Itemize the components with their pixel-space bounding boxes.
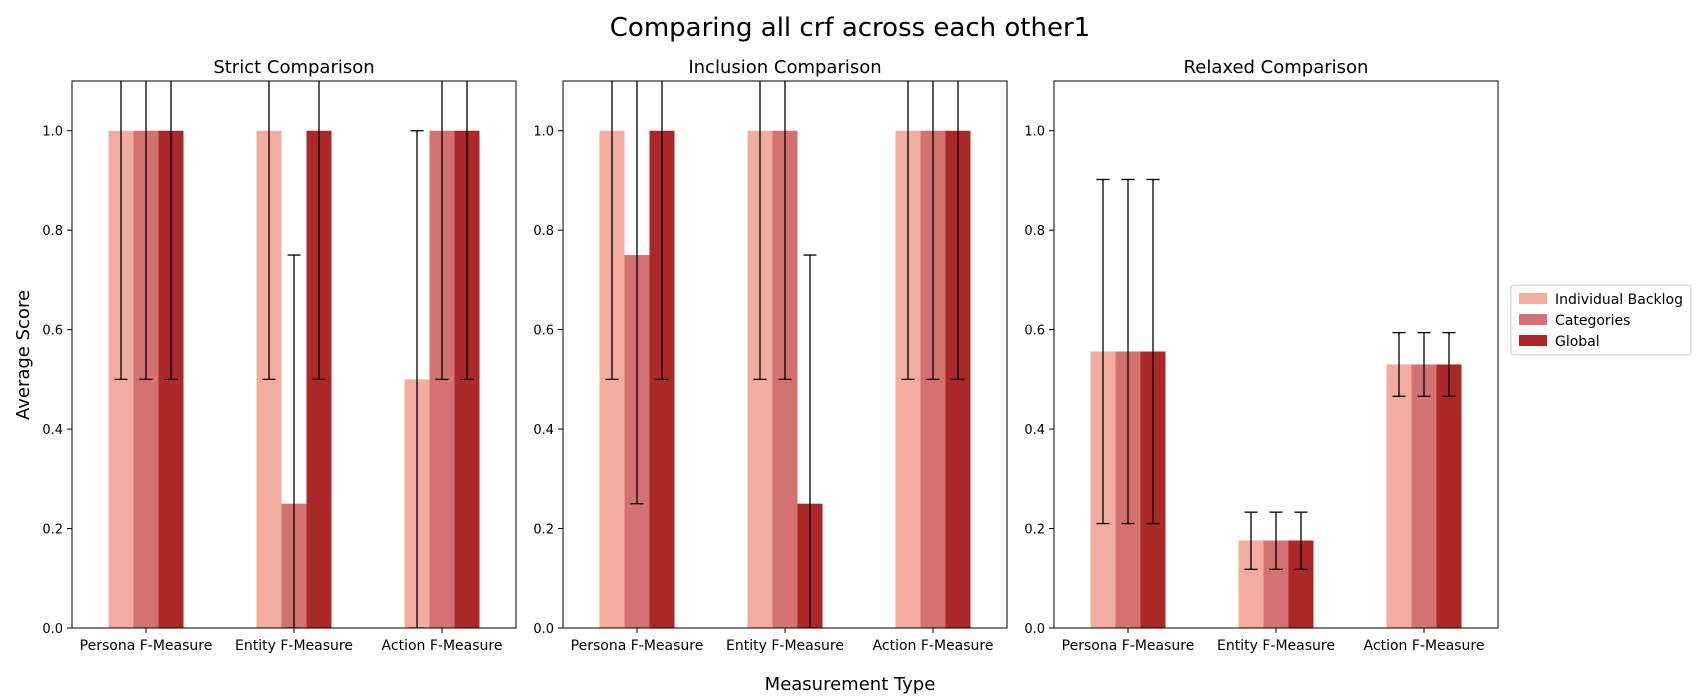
x-tick-label: Entity F-Measure bbox=[1217, 638, 1335, 654]
figure-xlabel: Measurement Type bbox=[765, 674, 936, 695]
subplot-1: Strict Comparison Persona F-Measure Entity… bbox=[42, 57, 517, 654]
x-tick-label: Entity F-Measure bbox=[235, 638, 353, 654]
subplot-title: Relaxed Comparison bbox=[1184, 57, 1369, 78]
x-tick-label: Entity F-Measure bbox=[726, 638, 844, 654]
y-tick-label: 0.6 bbox=[533, 324, 554, 339]
bars bbox=[1090, 351, 1462, 628]
legend-label: Categories bbox=[1555, 313, 1630, 329]
bar bbox=[1436, 364, 1462, 628]
legend-swatch bbox=[1519, 335, 1547, 346]
y-tick-label: 0.0 bbox=[533, 622, 554, 637]
y-tick-label: 0.4 bbox=[533, 423, 554, 438]
y-tick-label: 0.2 bbox=[42, 523, 63, 538]
legend-swatch bbox=[1519, 314, 1547, 325]
subplot-title: Strict Comparison bbox=[213, 57, 374, 78]
error-bars bbox=[114, 81, 474, 628]
figure-title: Comparing all crf across each other1 bbox=[610, 13, 1090, 43]
figure-ylabel: Average Score bbox=[13, 290, 34, 420]
y-tick-label: 0.4 bbox=[1024, 423, 1045, 438]
legend: Individual Backlog Categories Global bbox=[1510, 284, 1692, 356]
x-tick-label: Persona F-Measure bbox=[571, 638, 704, 654]
y-tick-label: 0.0 bbox=[1024, 622, 1045, 637]
y-tick-label: 0.0 bbox=[42, 622, 63, 637]
y-tick-label: 0.2 bbox=[533, 523, 554, 538]
y-tick-label: 0.6 bbox=[42, 324, 63, 339]
y-tick-label: 1.0 bbox=[1024, 125, 1045, 140]
legend-frame bbox=[1510, 284, 1692, 356]
subplots: Strict Comparison Persona F-Measure Entity… bbox=[42, 57, 1499, 654]
subplot-2: Inclusion Comparison Persona F-Measure Ent… bbox=[533, 57, 1008, 654]
y-tick-label: 0.8 bbox=[1024, 224, 1045, 239]
y-tick-label: 0.8 bbox=[42, 224, 63, 239]
error-bars bbox=[1096, 178, 1456, 570]
legend-label: Global bbox=[1555, 334, 1600, 350]
x-tick-label: Persona F-Measure bbox=[80, 638, 213, 654]
x-tick-label: Action F-Measure bbox=[382, 638, 503, 654]
legend-label: Individual Backlog bbox=[1555, 292, 1683, 308]
plot-frame bbox=[71, 80, 517, 629]
error-bars bbox=[605, 81, 965, 628]
plot-frame bbox=[1053, 80, 1499, 629]
x-tick-label: Action F-Measure bbox=[873, 638, 994, 654]
y-tick-label: 1.0 bbox=[42, 125, 63, 140]
bar bbox=[1386, 364, 1412, 628]
x-tick-label: Action F-Measure bbox=[1364, 638, 1485, 654]
x-tick-label: Persona F-Measure bbox=[1062, 638, 1195, 654]
plot-frame bbox=[562, 80, 1008, 629]
bar bbox=[1411, 364, 1437, 628]
y-tick-label: 0.2 bbox=[1024, 523, 1045, 538]
subplot-3: Relaxed Comparison Persona F-Measure Entit… bbox=[1024, 57, 1499, 654]
y-tick-label: 1.0 bbox=[533, 125, 554, 140]
y-tick-label: 0.6 bbox=[1024, 324, 1045, 339]
y-tick-label: 0.8 bbox=[533, 224, 554, 239]
y-tick-label: 0.4 bbox=[42, 423, 63, 438]
subplot-title: Inclusion Comparison bbox=[688, 57, 881, 78]
legend-swatch bbox=[1519, 293, 1547, 304]
